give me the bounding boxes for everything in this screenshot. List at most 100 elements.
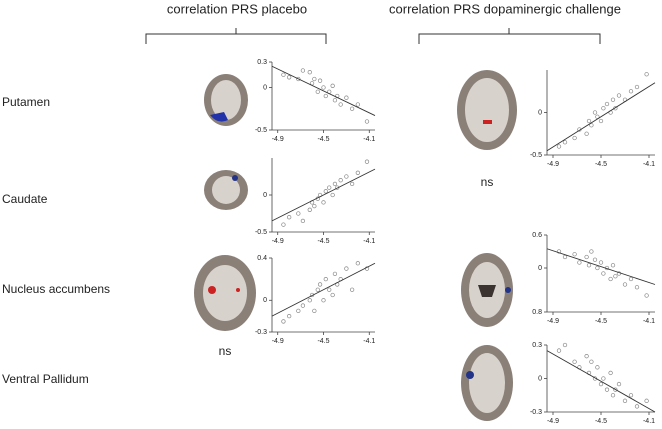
- x-tick-label: -4.1: [363, 238, 375, 245]
- point: [364, 159, 370, 164]
- point: [601, 106, 606, 111]
- x-tick-label: -4.5: [595, 318, 607, 325]
- point: [287, 75, 292, 80]
- y-tick-label: 0: [538, 265, 542, 272]
- point: [296, 308, 301, 314]
- point: [598, 381, 604, 387]
- point: [584, 131, 589, 136]
- y-tick-label: 0: [538, 109, 542, 116]
- point: [577, 260, 582, 265]
- point: [327, 185, 332, 190]
- point: [562, 254, 568, 260]
- point: [628, 393, 634, 398]
- fit-line: [546, 350, 656, 413]
- point: [332, 271, 338, 277]
- x-tick-label: -4.5: [317, 136, 329, 143]
- point: [595, 365, 600, 370]
- fit-line: [546, 82, 656, 152]
- point: [344, 266, 349, 271]
- row-label: Ventral Pallidum: [2, 372, 89, 386]
- point: [344, 174, 349, 179]
- point: [349, 106, 355, 111]
- point: [338, 102, 343, 107]
- point: [300, 218, 306, 224]
- point: [349, 287, 355, 292]
- y-tick-label: 0: [263, 297, 267, 304]
- x-tick-label: -4.1: [643, 418, 655, 425]
- x-tick-label: -4.1: [363, 338, 375, 345]
- point: [592, 257, 598, 262]
- point: [572, 252, 577, 257]
- point: [355, 261, 360, 266]
- point: [584, 254, 589, 260]
- point: [589, 359, 594, 364]
- point: [556, 249, 562, 254]
- point: [281, 319, 286, 324]
- point: [307, 207, 312, 212]
- point: [634, 285, 640, 290]
- point: [338, 178, 343, 183]
- point: [601, 271, 606, 276]
- point: [598, 260, 604, 265]
- row-label: Putamen: [2, 95, 50, 109]
- y-tick-label: -0.5: [255, 229, 267, 236]
- point: [323, 276, 328, 282]
- point: [307, 70, 312, 75]
- fit-line: [546, 248, 656, 285]
- point: [315, 287, 320, 292]
- point: [610, 263, 616, 268]
- y-tick-label: 0.3: [532, 342, 542, 349]
- y-tick-label: 0: [263, 192, 267, 199]
- point: [572, 359, 577, 364]
- point: [323, 93, 328, 99]
- point: [323, 189, 328, 194]
- point: [562, 140, 568, 145]
- x-tick-label: -4.9: [272, 238, 284, 245]
- point: [321, 85, 326, 90]
- fit-line: [271, 168, 376, 222]
- fit-line: [271, 65, 376, 116]
- point: [604, 387, 610, 392]
- point: [622, 282, 628, 287]
- y-tick-label: 0.8: [532, 309, 542, 316]
- point: [610, 393, 616, 398]
- x-tick-label: -4.9: [547, 161, 559, 168]
- point: [312, 308, 317, 314]
- point: [608, 276, 613, 282]
- x-tick-label: -4.1: [643, 318, 655, 325]
- point: [281, 72, 286, 77]
- point: [287, 313, 292, 319]
- y-tick-label: -0.5: [530, 152, 542, 159]
- x-tick-label: -4.9: [547, 318, 559, 325]
- column-title: correlation PRS placebo: [167, 1, 307, 16]
- point: [598, 118, 604, 124]
- y-tick-label: 0: [263, 84, 267, 91]
- point: [327, 287, 332, 292]
- y-tick-label: 0.4: [257, 255, 267, 262]
- point: [604, 101, 610, 107]
- x-tick-label: -4.9: [547, 418, 559, 425]
- point: [562, 342, 568, 348]
- x-tick-label: -4.5: [317, 338, 329, 345]
- point: [601, 376, 606, 381]
- y-tick-label: -0.5: [255, 127, 267, 134]
- point: [355, 170, 360, 175]
- x-tick-label: -4.5: [595, 161, 607, 168]
- point: [608, 370, 613, 376]
- point: [644, 72, 649, 77]
- point: [634, 84, 640, 90]
- x-tick-label: -4.1: [363, 136, 375, 143]
- point: [332, 98, 338, 103]
- point: [572, 135, 577, 141]
- point: [613, 387, 618, 392]
- point: [622, 398, 628, 403]
- point: [589, 249, 594, 254]
- point: [330, 83, 335, 88]
- point: [312, 76, 317, 82]
- fit-line: [271, 262, 376, 317]
- brain-image: [194, 70, 517, 421]
- x-tick-label: -4.5: [317, 238, 329, 245]
- point: [349, 181, 355, 187]
- point: [300, 303, 306, 308]
- y-tick-label: 0: [538, 375, 542, 382]
